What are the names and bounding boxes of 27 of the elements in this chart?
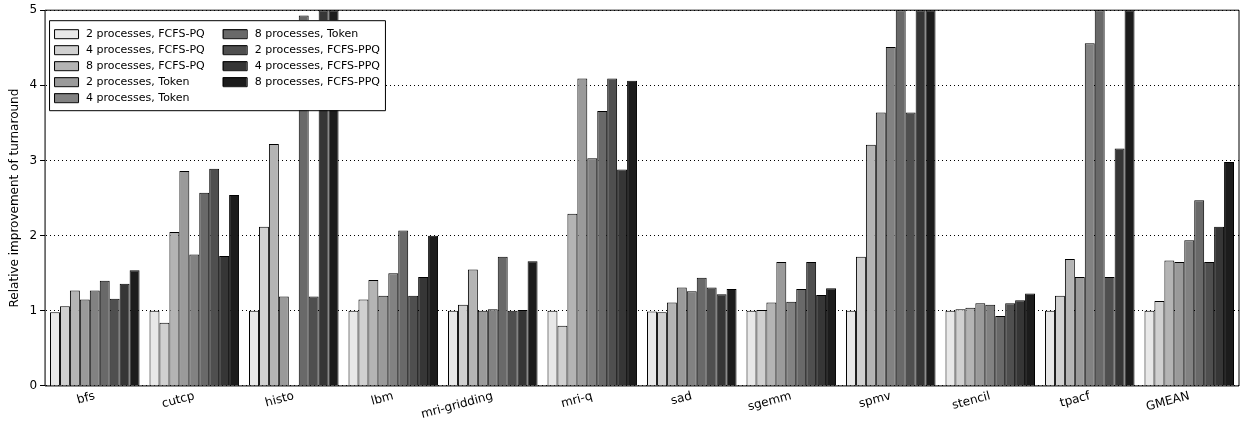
x-tick-label: lbm [369, 388, 395, 408]
x-tick-label: histo [263, 388, 296, 410]
x-tick-label: stencil [950, 388, 992, 412]
y-tick-label: 2 [29, 227, 38, 242]
x-tick-label: tpacf [1058, 388, 1093, 410]
legend-label: 2 processes, FCFS-PPQ [254, 43, 381, 57]
y-tick-label: 3 [29, 152, 38, 167]
x-tick-label: spmv [857, 388, 893, 411]
legend-label: 8 processes, FCFS-PQ [86, 59, 206, 73]
x-tick-label: bfs [75, 388, 97, 407]
x-tick-label: sgemm [746, 388, 793, 414]
y-tick-label: 0 [29, 378, 38, 393]
legend-label: 4 processes, Token [86, 91, 190, 105]
x-tick-label: GMEAN [1144, 388, 1191, 414]
legend-label: 4 processes, FCFS-PQ [86, 43, 206, 57]
y-tick-label: 5 [29, 2, 38, 17]
legend-label: 8 processes, Token [254, 27, 359, 41]
legend-label: 8 processes, FCFS-PPQ [254, 75, 381, 89]
legend-label: 2 processes, Token [86, 75, 190, 89]
legend-label: 2 processes, FCFS-PQ [86, 27, 206, 41]
y-tick-label: 4 [29, 77, 38, 92]
x-tick-label: cutcp [160, 388, 196, 411]
x-tick-label: sad [669, 388, 694, 408]
y-axis-title: Relative improvement of turnaround [7, 88, 22, 308]
legend-label: 4 processes, FCFS-PPQ [254, 59, 381, 73]
x-tick-label: mri-q [559, 388, 594, 411]
y-tick-label: 1 [29, 302, 38, 317]
